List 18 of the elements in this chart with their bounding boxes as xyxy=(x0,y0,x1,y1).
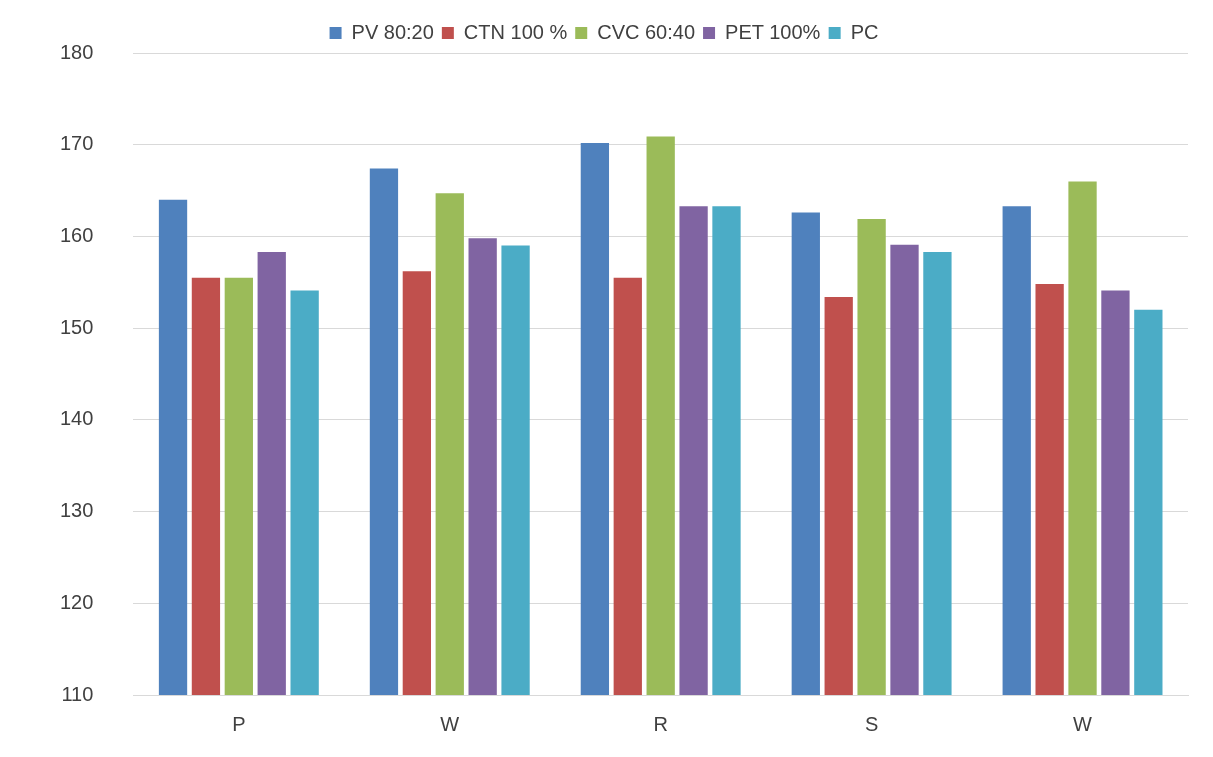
y-tick-label: 180 xyxy=(59,40,94,63)
legend-label: PV 80:20 xyxy=(351,20,434,43)
x-tick-label: R xyxy=(653,712,668,735)
x-tick-label: S xyxy=(864,712,879,735)
legend-label: CTN 100 % xyxy=(463,20,568,43)
y-tick-label: 170 xyxy=(59,132,94,155)
y-tick-label: 110 xyxy=(61,682,94,705)
legend-label: PC xyxy=(850,20,879,43)
y-tick-label: 130 xyxy=(59,499,94,522)
legend-label: CVC 60:40 xyxy=(597,20,696,43)
x-tick-label: P xyxy=(232,712,246,735)
y-tick-label: 160 xyxy=(59,223,94,246)
y-tick-label: 120 xyxy=(59,590,94,613)
legend-label: PET 100% xyxy=(725,20,821,43)
y-tick-label: 150 xyxy=(59,315,94,338)
y-tick-label: 140 xyxy=(59,407,94,430)
x-tick-label: W xyxy=(440,712,460,735)
x-tick-label: W xyxy=(1073,712,1093,735)
